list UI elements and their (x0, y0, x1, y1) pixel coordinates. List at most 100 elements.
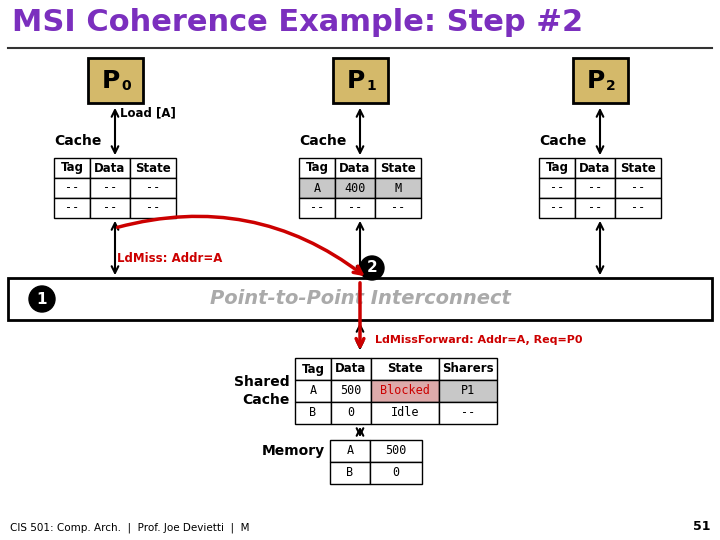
Text: A: A (313, 181, 320, 194)
Text: MSI Coherence Example: Step #2: MSI Coherence Example: Step #2 (12, 8, 583, 37)
Text: --: -- (146, 181, 160, 194)
Text: Tag: Tag (305, 161, 328, 174)
Bar (8, 278, 712, 320)
Text: 0: 0 (392, 467, 400, 480)
Bar (130, 158, 176, 178)
Text: Data: Data (339, 161, 371, 174)
Text: Cache: Cache (539, 134, 586, 148)
Text: P: P (102, 69, 120, 92)
Text: Tag: Tag (546, 161, 569, 174)
Text: --: -- (103, 181, 117, 194)
Bar (370, 462, 422, 484)
Text: Tag: Tag (302, 362, 325, 375)
Text: State: State (387, 362, 423, 375)
Text: 51: 51 (693, 520, 710, 533)
Bar (130, 198, 176, 218)
Text: Cache: Cache (54, 134, 102, 148)
Text: A: A (310, 384, 317, 397)
Bar (375, 158, 421, 178)
Text: Data: Data (336, 362, 366, 375)
Text: --: -- (146, 201, 160, 214)
Bar (371, 380, 439, 402)
Bar (90, 178, 130, 198)
Text: Sharers: Sharers (442, 362, 494, 375)
Text: --: -- (65, 201, 79, 214)
Text: Data: Data (580, 161, 611, 174)
Text: --: -- (103, 201, 117, 214)
Text: Blocked: Blocked (380, 384, 430, 397)
Text: 500: 500 (385, 444, 407, 457)
Text: Data: Data (94, 161, 126, 174)
Text: --: -- (461, 407, 475, 420)
Text: P: P (587, 69, 605, 92)
Text: 0: 0 (348, 407, 354, 420)
Text: --: -- (348, 201, 362, 214)
Text: Cache: Cache (299, 134, 346, 148)
Bar (539, 178, 575, 198)
Bar (615, 178, 661, 198)
Text: Shared
Cache: Shared Cache (235, 375, 290, 407)
Bar (331, 402, 371, 424)
Text: A: A (346, 444, 354, 457)
Text: 0: 0 (121, 78, 131, 92)
Bar (90, 198, 130, 218)
Bar (575, 198, 615, 218)
Bar (295, 380, 331, 402)
Text: B: B (346, 467, 354, 480)
Bar (54, 178, 90, 198)
Bar (539, 158, 575, 178)
Text: --: -- (588, 201, 602, 214)
Bar (299, 178, 335, 198)
Bar (539, 198, 575, 218)
Bar (299, 198, 335, 218)
Text: 2: 2 (606, 78, 616, 92)
Bar (90, 158, 130, 178)
Text: 1: 1 (366, 78, 376, 92)
Text: State: State (620, 161, 656, 174)
Bar (575, 178, 615, 198)
Bar (295, 358, 331, 380)
Bar (335, 198, 375, 218)
Text: Idle: Idle (391, 407, 419, 420)
Bar (575, 158, 615, 178)
Bar (439, 358, 497, 380)
Bar (439, 402, 497, 424)
FancyBboxPatch shape (88, 58, 143, 103)
Bar (371, 358, 439, 380)
Text: --: -- (310, 201, 324, 214)
Text: LdMissForward: Addr=A, Req=P0: LdMissForward: Addr=A, Req=P0 (375, 335, 582, 345)
Text: --: -- (588, 181, 602, 194)
Text: CIS 501: Comp. Arch.  |  Prof. Joe Devietti  |  M: CIS 501: Comp. Arch. | Prof. Joe Deviett… (10, 523, 250, 533)
FancyBboxPatch shape (572, 58, 628, 103)
Text: P1: P1 (461, 384, 475, 397)
Bar (330, 462, 370, 484)
Bar (375, 178, 421, 198)
Bar (439, 380, 497, 402)
Text: --: -- (65, 181, 79, 194)
Bar (375, 198, 421, 218)
Bar (370, 440, 422, 462)
Bar (335, 158, 375, 178)
Circle shape (360, 256, 384, 280)
Text: B: B (310, 407, 317, 420)
Text: --: -- (631, 181, 645, 194)
Bar (54, 158, 90, 178)
Text: Load [A]: Load [A] (120, 106, 176, 119)
Text: 1: 1 (37, 292, 48, 307)
Text: --: -- (391, 201, 405, 214)
Text: --: -- (550, 181, 564, 194)
Bar (371, 402, 439, 424)
Bar (331, 358, 371, 380)
Text: --: -- (631, 201, 645, 214)
Bar (54, 198, 90, 218)
Bar (299, 158, 335, 178)
Text: Tag: Tag (60, 161, 84, 174)
Bar (615, 198, 661, 218)
Text: State: State (135, 161, 171, 174)
FancyBboxPatch shape (333, 58, 387, 103)
Text: 400: 400 (344, 181, 366, 194)
Bar (295, 402, 331, 424)
Bar (330, 440, 370, 462)
Text: Point-to-Point Interconnect: Point-to-Point Interconnect (210, 289, 510, 308)
Text: 500: 500 (341, 384, 361, 397)
